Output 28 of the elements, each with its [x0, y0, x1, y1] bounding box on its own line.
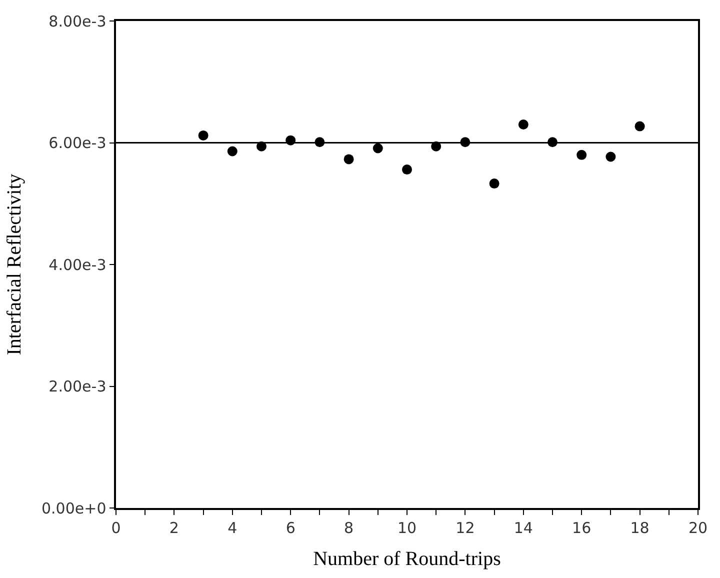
- x-tick-label: 6: [286, 518, 296, 537]
- y-tick-label: 0.00e+0: [42, 499, 106, 518]
- x-tick-label: 18: [630, 518, 650, 537]
- point: [606, 152, 616, 162]
- x-axis-title: Number of Round-trips: [313, 548, 502, 570]
- x-tick-label: 2: [169, 518, 179, 537]
- point: [518, 119, 528, 130]
- x-tick-label: 10: [397, 518, 417, 537]
- x-tick-label: 14: [514, 518, 533, 537]
- point: [198, 130, 208, 140]
- x-tick-label: 0: [111, 518, 121, 537]
- point: [402, 164, 412, 175]
- x-tick-label: 8: [344, 518, 354, 537]
- y-tick-label: 2.00e-3: [48, 378, 106, 396]
- point: [344, 154, 354, 164]
- x-tick-label: 20: [688, 518, 708, 537]
- point: [227, 146, 238, 156]
- point: [634, 121, 645, 132]
- x-tick-label: 16: [572, 518, 592, 537]
- x-tick-label: 4: [228, 518, 238, 537]
- y-axis-title: Interfacial Reflectivity: [4, 174, 26, 356]
- y-tick-label: 4.00e-3: [48, 256, 106, 274]
- point: [372, 143, 383, 154]
- x-tick-label: 12: [456, 518, 475, 537]
- point: [489, 178, 500, 189]
- y-tick-label: 8.00e-3: [48, 12, 106, 30]
- y-tick-label: 6.00e-3: [48, 134, 106, 152]
- point: [576, 150, 587, 160]
